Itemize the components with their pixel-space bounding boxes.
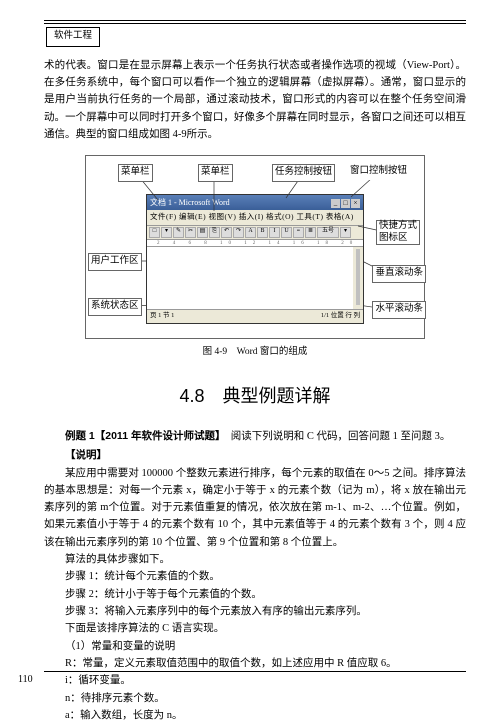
figure-border: 菜单栏 菜单栏 任务控制按钮 窗口控制按钮 快捷方式 图标区 垂直滚动条 水平滚… [85, 155, 425, 338]
callout-menubar-left: 菜单栏 [118, 164, 153, 182]
section-title: 典型例题详解 [223, 386, 331, 406]
callout-window-ctrl: 窗口控制按钮 [348, 164, 409, 180]
footer-rule [44, 671, 466, 672]
word-document-area [147, 247, 363, 309]
callout-task-ctrl: 任务控制按钮 [272, 164, 335, 182]
section-number: 4.8 [179, 386, 204, 406]
book-title-tab: 软件工程 [46, 27, 100, 47]
header-rule-thick [44, 20, 466, 21]
word-title-text: 文档 1 - Microsoft Word [150, 196, 230, 209]
word-toolbar-1: □▾✎✂▤⎘↶↷ABIU≡≣五号▾ [147, 226, 363, 240]
const-var-heading: （1）常量和变量的说明 [44, 638, 466, 655]
var-i: i：循环变量。 [44, 672, 466, 689]
explanation-para-1: 某应用中需要对 100000 个整数元素进行排序，每个元素的取值在 0～5 之间… [44, 465, 466, 552]
intro-paragraph: 术的代表。窗口是在显示屏幕上表示一个任务执行状态或者操作选项的视域（View-P… [44, 57, 466, 144]
status-left: 页 1 节 1 [150, 311, 174, 322]
explanation-label: 【说明】 [44, 447, 466, 464]
var-a: a：输入数组，长度为 n。 [44, 707, 466, 724]
word-titlebar: 文档 1 - Microsoft Word _□× [147, 195, 363, 210]
header-rule-thin [44, 23, 466, 24]
word-statusbar: 页 1 节 1 1/1 位置 行 列 [147, 309, 363, 323]
callout-quick-icon: 快捷方式 图标区 [376, 220, 420, 245]
word-menubar: 文件(F) 编辑(E) 视图(V) 插入(I) 格式(O) 工具(T) 表格(A… [147, 210, 363, 225]
example-title: 例题 1【2011 年软件设计师试题】 [65, 430, 220, 442]
c-impl-intro: 下面是该排序算法的 C 语言实现。 [44, 620, 466, 637]
example-instruction: 阅读下列说明和 C 代码，回答问题 1 至问题 3。 [220, 431, 450, 442]
status-right: 1/1 位置 行 列 [321, 311, 360, 322]
step-2: 步骤 2：统计小于等于每个元素值的个数。 [44, 586, 466, 603]
var-n: n：待排序元素个数。 [44, 690, 466, 707]
figure-caption: 图 4-9 Word 窗口的组成 [44, 345, 466, 361]
section-heading: 4.8 典型例题详解 [44, 382, 466, 412]
figure-4-9: 菜单栏 菜单栏 任务控制按钮 窗口控制按钮 快捷方式 图标区 垂直滚动条 水平滚… [44, 155, 466, 360]
word-window-mock: 文档 1 - Microsoft Word _□× 文件(F) 编辑(E) 视图… [146, 194, 364, 323]
callout-vscroll: 垂直滚动条 [372, 265, 426, 283]
example-heading: 例题 1【2011 年软件设计师试题】 阅读下列说明和 C 代码，回答问题 1 … [44, 428, 466, 445]
callout-menubar-center: 菜单栏 [198, 164, 233, 182]
var-R: R：常量，定义元素取值范围中的取值个数，如上述应用中 R 值应取 6。 [44, 655, 466, 672]
step-1: 步骤 1：统计每个元素值的个数。 [44, 568, 466, 585]
window-control-buttons: _□× [330, 196, 360, 209]
callout-hscroll: 水平滚动条 [372, 301, 426, 319]
word-ruler: 2 4 6 8 10 12 14 16 18 20 22 [147, 240, 363, 247]
callout-status-area: 系统状态区 [88, 298, 142, 316]
callout-user-area: 用户工作区 [88, 253, 142, 271]
page-number: 110 [18, 672, 33, 689]
step-3: 步骤 3：将输入元素序列中的每个元素放入有序的输出元素序列。 [44, 603, 466, 620]
algorithm-intro: 算法的具体步骤如下。 [44, 551, 466, 568]
